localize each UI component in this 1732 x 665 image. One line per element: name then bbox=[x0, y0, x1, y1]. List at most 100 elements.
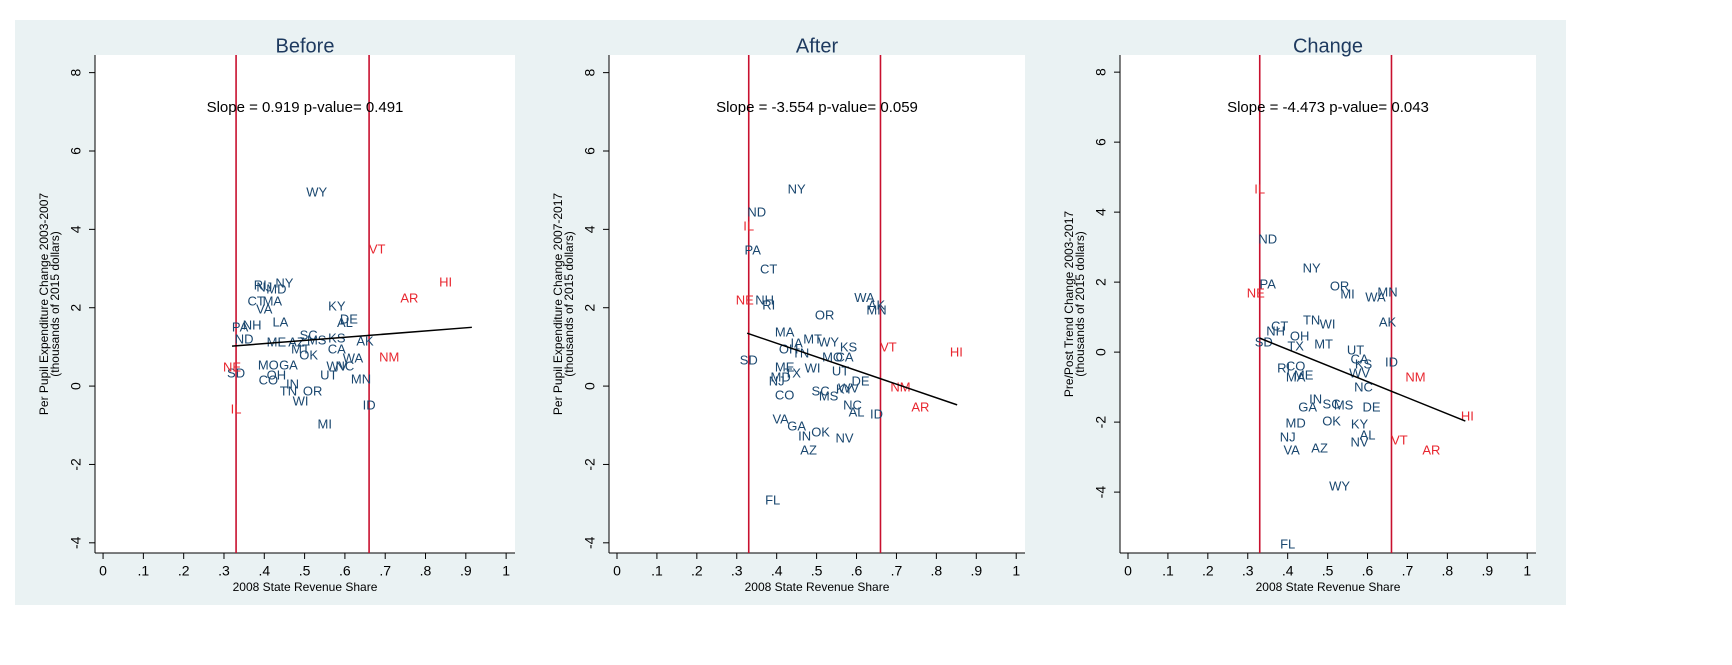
annotation: Slope = -4.473 p-value= 0.043 bbox=[1227, 99, 1429, 116]
state-point: ND bbox=[747, 205, 766, 220]
state-point: AZ bbox=[800, 443, 817, 458]
y-tick-label: 2 bbox=[582, 304, 598, 312]
state-point: DE bbox=[340, 312, 358, 327]
x-tick-label: .8 bbox=[931, 563, 943, 579]
x-axis-label: 2008 State Revenue Share bbox=[745, 580, 890, 594]
y-tick-label: -2 bbox=[1093, 416, 1109, 429]
x-tick-label: .5 bbox=[299, 563, 311, 579]
state-point: OR bbox=[303, 383, 323, 398]
state-point: MS bbox=[819, 388, 839, 403]
state-point: NM bbox=[890, 379, 910, 394]
state-point: IN bbox=[1309, 392, 1322, 407]
state-point: GA bbox=[1298, 400, 1317, 415]
state-point: OK bbox=[1322, 414, 1341, 429]
y-tick-label: 0 bbox=[68, 382, 84, 390]
x-tick-label: 1 bbox=[1523, 563, 1531, 579]
x-tick-label: 0 bbox=[613, 563, 621, 579]
annotation: Slope = -3.554 p-value= 0.059 bbox=[716, 99, 918, 116]
state-point: ID bbox=[363, 398, 376, 413]
state-point: PA bbox=[1260, 277, 1277, 292]
state-point: FL bbox=[1280, 536, 1295, 551]
fit-line bbox=[1259, 337, 1466, 422]
state-point: NV bbox=[1351, 435, 1369, 450]
state-point: WA bbox=[1365, 290, 1386, 305]
state-point: MN bbox=[351, 372, 371, 387]
panel-title: Change bbox=[1293, 35, 1363, 57]
state-point: NY bbox=[1303, 261, 1321, 276]
state-point: VA bbox=[772, 412, 789, 427]
x-tick-label: .1 bbox=[651, 563, 663, 579]
state-point: WI bbox=[293, 394, 309, 409]
y-tick-label: 6 bbox=[582, 147, 598, 155]
state-point: WV bbox=[838, 381, 859, 396]
state-point: MD bbox=[771, 370, 791, 385]
state-point: MD bbox=[266, 282, 286, 297]
state-point: TN bbox=[280, 383, 297, 398]
state-point: AK bbox=[1379, 315, 1397, 330]
state-point: NC bbox=[843, 398, 862, 413]
x-tick-label: .7 bbox=[1402, 563, 1414, 579]
x-tick-label: .3 bbox=[1242, 563, 1254, 579]
x-tick-label: 0 bbox=[99, 563, 107, 579]
state-point: MI bbox=[318, 416, 332, 431]
y-axis-label: (thousands of 2015 dollars) bbox=[48, 231, 62, 376]
state-point: MN bbox=[866, 303, 886, 318]
x-tick-label: 0 bbox=[1124, 563, 1132, 579]
state-point: DE bbox=[851, 374, 869, 389]
state-point: VT bbox=[1391, 432, 1408, 447]
y-axis-label: (thousands of 2015 dollars) bbox=[1073, 231, 1087, 376]
state-point: KY bbox=[1351, 417, 1369, 432]
state-point: NY bbox=[275, 276, 293, 291]
state-point: WY bbox=[1329, 479, 1350, 494]
state-point: MA bbox=[263, 294, 283, 309]
state-point: VA bbox=[1283, 443, 1300, 458]
state-point: UT bbox=[320, 367, 337, 382]
state-point: OR bbox=[1330, 278, 1350, 293]
state-point: MT bbox=[291, 341, 310, 356]
x-tick-label: .2 bbox=[691, 563, 703, 579]
state-point: UT bbox=[1347, 343, 1364, 358]
state-point: NV bbox=[836, 430, 854, 445]
x-axis-label: 2008 State Revenue Share bbox=[1256, 580, 1401, 594]
state-point: NY bbox=[788, 182, 806, 197]
state-point: ID bbox=[1385, 354, 1398, 369]
state-point: TX bbox=[784, 365, 801, 380]
x-tick-label: .9 bbox=[1481, 563, 1493, 579]
state-point: MT bbox=[1314, 337, 1333, 352]
state-point: HI bbox=[1461, 409, 1474, 424]
x-tick-label: .6 bbox=[1362, 563, 1374, 579]
x-axis-label: 2008 State Revenue Share bbox=[233, 580, 378, 594]
state-point: SC bbox=[812, 383, 830, 398]
state-point: ME bbox=[775, 359, 795, 374]
state-point: IN bbox=[286, 376, 299, 391]
state-point: OR bbox=[815, 307, 835, 322]
state-point: ME bbox=[1294, 368, 1314, 383]
state-point: WA bbox=[343, 350, 364, 365]
state-point: CO bbox=[259, 372, 279, 387]
y-axis-label: Pre/Post Trend Change 2003-2017 bbox=[1062, 211, 1076, 397]
state-point: CA bbox=[328, 341, 346, 356]
y-tick-label: -2 bbox=[68, 458, 84, 471]
state-point: ND bbox=[235, 332, 254, 347]
state-point: FL bbox=[765, 492, 780, 507]
y-tick-label: 4 bbox=[68, 225, 84, 233]
state-point: KY bbox=[328, 298, 346, 313]
state-point: DE bbox=[1362, 400, 1380, 415]
y-tick-label: 8 bbox=[582, 69, 598, 77]
state-point: WI bbox=[805, 361, 821, 376]
state-point: OK bbox=[811, 425, 830, 440]
state-point: HI bbox=[950, 345, 963, 360]
state-point: NH bbox=[1266, 324, 1285, 339]
state-point: CO bbox=[1286, 359, 1306, 374]
y-tick-label: 2 bbox=[1093, 278, 1109, 286]
state-point: AR bbox=[400, 291, 418, 306]
x-tick-label: .6 bbox=[851, 563, 863, 579]
y-tick-label: 8 bbox=[68, 69, 84, 77]
state-point: VT bbox=[880, 340, 897, 355]
state-point: AR bbox=[911, 399, 929, 414]
state-point: VA bbox=[256, 302, 273, 317]
state-point: IL bbox=[1254, 182, 1265, 197]
state-point: AZ bbox=[288, 334, 305, 349]
state-point: WI bbox=[1320, 317, 1336, 332]
state-point: SC bbox=[1323, 396, 1341, 411]
